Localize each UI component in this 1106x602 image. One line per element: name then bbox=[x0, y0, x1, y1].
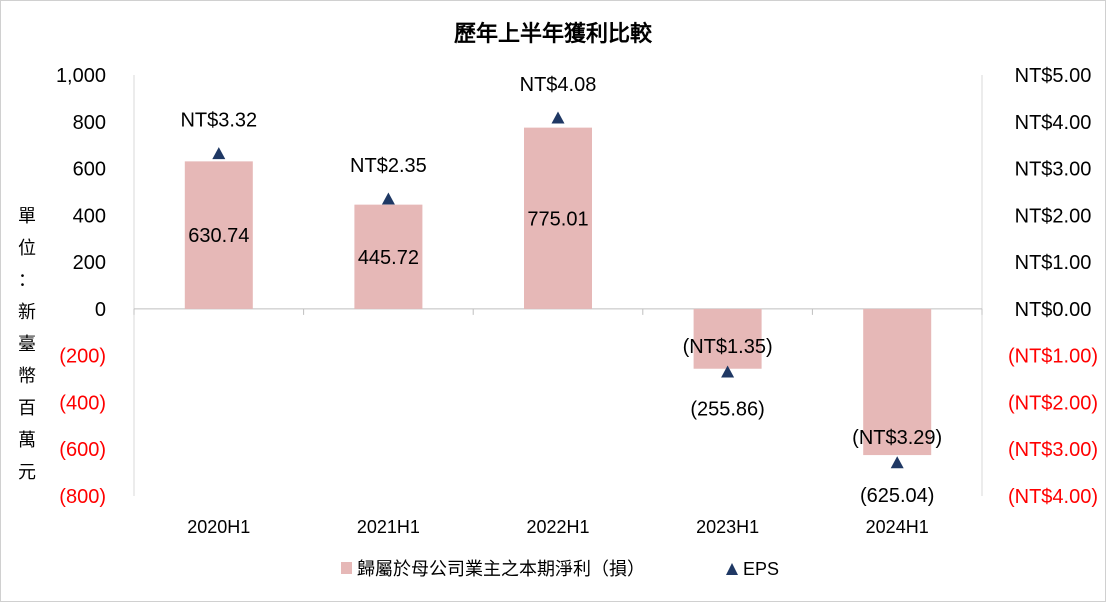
right-tick-label: (NT$3.00) bbox=[1008, 439, 1098, 461]
unit-label-char: 百 bbox=[18, 398, 36, 418]
category-label: 2024H1 bbox=[866, 517, 929, 537]
category-label: 2022H1 bbox=[526, 517, 589, 537]
unit-label-char: 幣 bbox=[18, 366, 36, 386]
legend-bar-swatch bbox=[341, 562, 352, 574]
unit-label-char: 單 bbox=[18, 206, 36, 226]
bar-value-label: 630.74 bbox=[188, 225, 249, 247]
bar-series bbox=[184, 127, 932, 456]
chart-title: 歷年上半年獲利比較 bbox=[454, 21, 653, 46]
eps-marker bbox=[721, 365, 735, 378]
right-tick-label: NT$0.00 bbox=[1015, 299, 1092, 321]
left-tick-label: (800) bbox=[59, 486, 106, 508]
left-tick-label: 400 bbox=[73, 205, 106, 227]
unit-label-char: 位 bbox=[18, 238, 36, 258]
right-tick-label: (NT$2.00) bbox=[1008, 392, 1098, 414]
left-tick-label: 600 bbox=[73, 159, 106, 181]
left-y-axis: 1,000 800 600 400 200 0 (200) (400) (600) (800) bbox=[56, 65, 106, 508]
eps-marker bbox=[381, 192, 395, 205]
right-tick-label: NT$1.00 bbox=[1015, 252, 1092, 274]
bar bbox=[693, 308, 762, 369]
left-tick-label: (400) bbox=[59, 392, 106, 414]
left-tick-label: 800 bbox=[73, 112, 106, 134]
left-tick-label: (600) bbox=[59, 439, 106, 461]
eps-data-labels: NT$3.32 NT$2.35 NT$4.08 (NT$1.35) (NT$3.29) bbox=[180, 74, 942, 449]
eps-value-label: NT$3.32 bbox=[180, 110, 257, 132]
eps-marker bbox=[890, 456, 904, 469]
left-tick-label: 1,000 bbox=[56, 65, 106, 87]
right-tick-label: NT$2.00 bbox=[1015, 205, 1092, 227]
bar-value-label: 445.72 bbox=[358, 247, 419, 269]
legend-eps-marker bbox=[726, 563, 738, 575]
bar-data-labels: 630.74 445.72 775.01 (255.86) (625.04) bbox=[188, 208, 934, 507]
bar bbox=[184, 161, 253, 309]
bar-value-label: 775.01 bbox=[527, 208, 588, 230]
legend-eps-label: EPS bbox=[743, 559, 779, 579]
unit-label-char: 臺 bbox=[18, 334, 36, 354]
unit-label-char: 新 bbox=[18, 302, 36, 322]
eps-value-label: NT$4.08 bbox=[520, 74, 597, 96]
bar-value-label: (255.86) bbox=[690, 399, 765, 421]
eps-series bbox=[212, 111, 904, 469]
bar bbox=[863, 308, 932, 456]
category-label: 2021H1 bbox=[357, 517, 420, 537]
right-tick-label: NT$3.00 bbox=[1015, 159, 1092, 181]
eps-marker bbox=[551, 111, 565, 124]
left-tick-label: 200 bbox=[73, 252, 106, 274]
unit-label-char: ： bbox=[18, 270, 36, 290]
eps-value-label: (NT$3.29) bbox=[852, 427, 942, 449]
right-tick-label: (NT$4.00) bbox=[1008, 486, 1098, 508]
right-tick-label: NT$4.00 bbox=[1015, 112, 1092, 134]
bar bbox=[524, 127, 592, 309]
category-label: 2023H1 bbox=[696, 517, 759, 537]
unit-label-char: 元 bbox=[18, 462, 36, 482]
bar bbox=[354, 204, 423, 309]
x-axis-categories: 2020H1 2021H1 2022H1 2023H1 2024H1 bbox=[187, 517, 928, 537]
right-tick-label: (NT$1.00) bbox=[1008, 346, 1098, 368]
legend: 歸屬於母公司業主之本期淨利（損） EPS bbox=[341, 559, 779, 579]
unit-label-char: 萬 bbox=[18, 430, 36, 450]
category-label: 2020H1 bbox=[187, 517, 250, 537]
bar-value-label: (625.04) bbox=[860, 485, 935, 507]
left-tick-label: 0 bbox=[95, 299, 106, 321]
left-tick-label: (200) bbox=[59, 346, 106, 368]
legend-bar-label: 歸屬於母公司業主之本期淨利（損） bbox=[357, 559, 645, 579]
right-tick-label: NT$5.00 bbox=[1015, 65, 1092, 87]
eps-value-label: NT$2.35 bbox=[350, 155, 427, 177]
eps-marker bbox=[212, 147, 226, 160]
eps-value-label: (NT$1.35) bbox=[683, 336, 773, 358]
right-y-axis: NT$5.00 NT$4.00 NT$3.00 NT$2.00 NT$1.00 NT$0.… bbox=[1008, 65, 1098, 508]
